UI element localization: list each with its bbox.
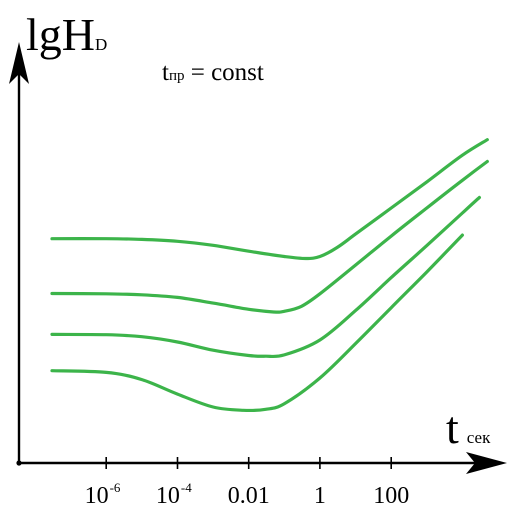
series-line-1	[50, 138, 489, 261]
x-tick-label-4: 1	[314, 483, 326, 509]
x-axis-arrowhead	[466, 452, 507, 474]
x-ticks: 10-6 10-4 0.01 1 100	[85, 457, 409, 509]
y-axis-label-sub: D	[95, 35, 107, 54]
annotation-t: t	[162, 59, 169, 86]
x-tick-label-5: 100	[373, 483, 409, 509]
series-line-4	[50, 233, 464, 413]
x-axis-label-main: t	[446, 402, 459, 453]
y-axis-label: lgHD	[26, 9, 107, 60]
y-axis-label-main: lgH	[26, 9, 95, 60]
annotation: tпр = const	[162, 59, 264, 86]
x-tick-label-1: 10-6	[85, 480, 121, 509]
series-group	[50, 138, 489, 413]
series-line-3	[50, 195, 481, 359]
origin-dot	[16, 460, 22, 466]
x-tick-label-2: 10-4	[156, 480, 192, 509]
x-tick-label-3: 0.01	[228, 483, 270, 509]
y-axis-arrowhead	[9, 42, 29, 84]
annotation-subscript: пр	[169, 68, 185, 84]
x-axis-label-sub: сек	[467, 428, 491, 447]
series-line-2	[50, 159, 489, 314]
x-axis-label: t сек	[446, 402, 491, 453]
annotation-const: = const	[184, 59, 263, 86]
